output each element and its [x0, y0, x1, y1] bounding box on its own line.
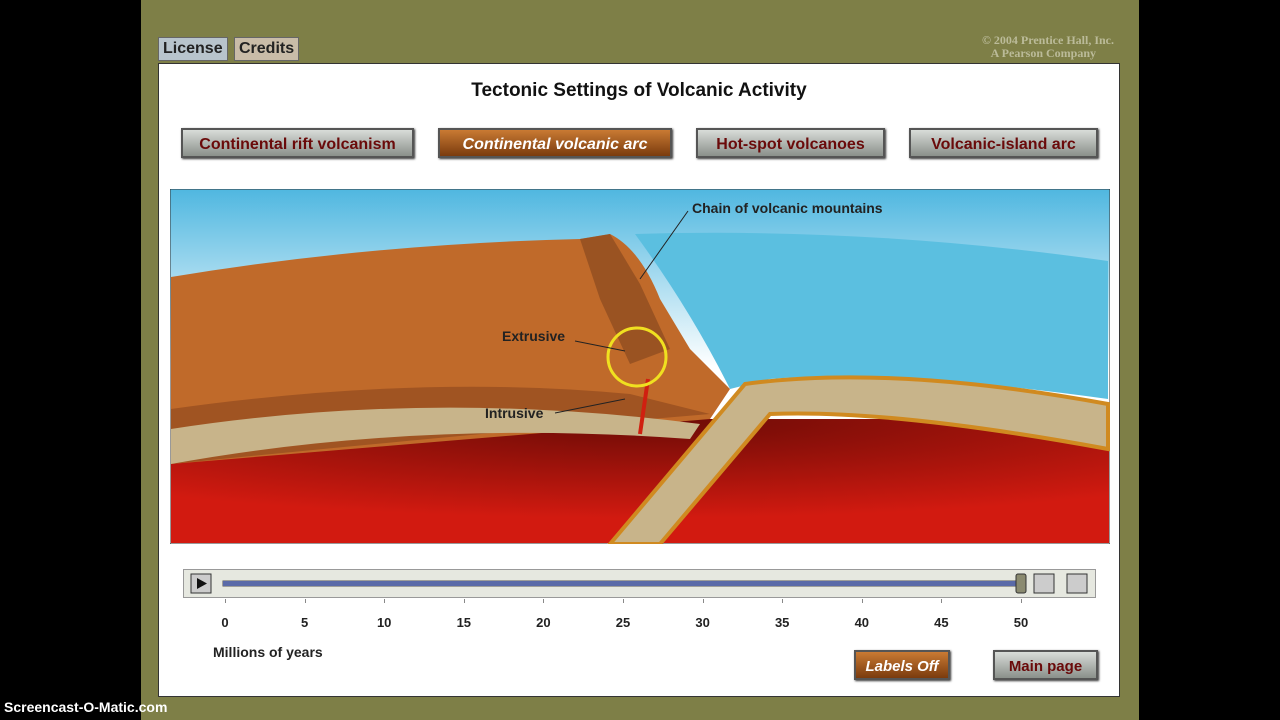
tick-label: 35: [774, 615, 790, 630]
tick-mark: [861, 599, 863, 603]
tick-mark: [304, 599, 306, 603]
labels-button[interactable]: Labels Off: [854, 650, 950, 680]
progress: [223, 581, 1021, 586]
tab[interactable]: Volcanic-island arc: [909, 128, 1098, 158]
axis-label: Millions of years: [213, 644, 323, 660]
tick-mark: [782, 599, 784, 603]
tab[interactable]: Continental volcanic arc: [438, 128, 672, 158]
main-page-button[interactable]: Main page: [993, 650, 1098, 680]
label: Chain of volcanic mountains: [692, 200, 883, 216]
license-link[interactable]: License: [158, 37, 228, 61]
tick-label: 45: [934, 615, 949, 630]
timeline[interactable]: [183, 569, 1096, 598]
watermark: Screencast-O-Matic.com: [4, 699, 168, 715]
tick-mark: [543, 599, 545, 603]
tick-mark: [702, 599, 704, 603]
slider-handle[interactable]: [1015, 573, 1027, 594]
copyright: A Pearson Company: [990, 46, 1096, 60]
diagram: Chain of volcanic mountains Extrusive In…: [170, 189, 1110, 544]
tick-label: 30: [695, 615, 710, 630]
tick-label: 10: [376, 615, 392, 630]
tick-mark: [623, 599, 624, 603]
tick-mark: [941, 599, 943, 603]
copyright: © 2004 Prentice Hall, Inc.: [981, 33, 1114, 47]
tab[interactable]: Hot-spot volcanoes: [696, 128, 885, 158]
tick-mark: [384, 599, 386, 603]
label: Intrusive: [485, 405, 544, 421]
tick-mark: [1021, 599, 1022, 603]
tick-mark: [225, 599, 226, 603]
tick-label: 15: [456, 615, 472, 630]
tick-label: 40: [854, 615, 870, 630]
label: Extrusive: [502, 328, 565, 344]
tick-label: 5: [300, 615, 309, 630]
tab[interactable]: Continental rift volcanism: [181, 128, 414, 158]
tick-label: 50: [1013, 615, 1029, 630]
tick-label: 20: [536, 615, 551, 630]
tick-mark: [463, 599, 465, 603]
tick-label: 0: [221, 615, 229, 630]
title: Tectonic Settings of Volcanic Activity: [471, 80, 807, 101]
tick-label: 25: [615, 615, 631, 630]
credits-link[interactable]: Credits: [234, 37, 300, 61]
